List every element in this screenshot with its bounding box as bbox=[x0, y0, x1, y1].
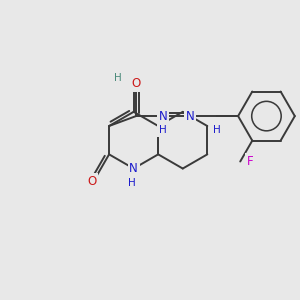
Text: H: H bbox=[115, 73, 122, 83]
Text: O: O bbox=[88, 175, 97, 188]
Text: O: O bbox=[131, 77, 141, 90]
Text: F: F bbox=[247, 155, 254, 168]
Text: H: H bbox=[128, 178, 136, 188]
Text: O: O bbox=[129, 77, 138, 90]
Text: N: N bbox=[185, 110, 194, 123]
Text: H: H bbox=[159, 125, 167, 135]
Text: N: N bbox=[129, 162, 138, 175]
Text: N: N bbox=[159, 110, 167, 123]
Text: H: H bbox=[213, 125, 221, 135]
